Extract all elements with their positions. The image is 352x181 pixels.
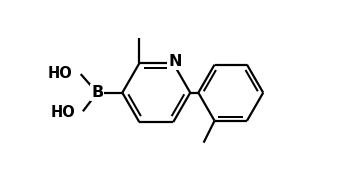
Text: B: B: [91, 85, 103, 100]
Text: HO: HO: [48, 66, 73, 81]
Text: HO: HO: [50, 105, 75, 120]
Text: N: N: [168, 54, 182, 69]
